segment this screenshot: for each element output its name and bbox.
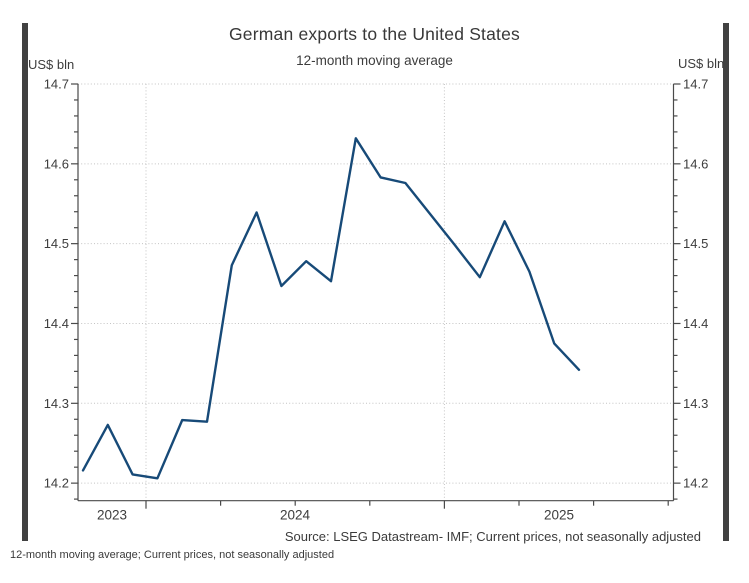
y-tick-label-right: 14.5 — [683, 236, 708, 251]
y-tick-label-right: 14.7 — [683, 77, 708, 92]
y-tick-label-left: 14.6 — [44, 156, 69, 171]
chart-title: German exports to the United States — [228, 24, 521, 44]
y-tick-label-right: 14.2 — [683, 476, 708, 491]
x-tick-label: 2024 — [280, 508, 311, 523]
x-tick-label: 2023 — [97, 508, 127, 523]
chart-subtitle: 12-month moving average — [296, 53, 453, 68]
series-line — [81, 137, 581, 480]
y-tick-label-right: 14.6 — [683, 156, 708, 171]
footer-caption: 12-month moving average; Current prices,… — [10, 549, 335, 561]
y-tick-label-left: 14.7 — [44, 77, 69, 92]
y-tick-label-left: 14.2 — [44, 476, 69, 491]
x-tick-label: 2025 — [544, 508, 574, 523]
y-tick-label-left: 14.4 — [44, 316, 69, 331]
right-frame-bar — [723, 23, 729, 541]
y-tick-label-right: 14.3 — [683, 396, 708, 411]
y-tick-label-right: 14.4 — [683, 316, 708, 331]
left-frame-bar — [22, 23, 28, 541]
source-attribution: Source: LSEG Datastream- IMF; Current pr… — [284, 529, 701, 544]
y-axis-unit-left: US$ bln — [28, 57, 75, 72]
y-axis-unit-right: US$ bln — [678, 56, 725, 71]
y-tick-label-left: 14.3 — [44, 396, 69, 411]
y-tick-label-left: 14.5 — [44, 236, 69, 251]
